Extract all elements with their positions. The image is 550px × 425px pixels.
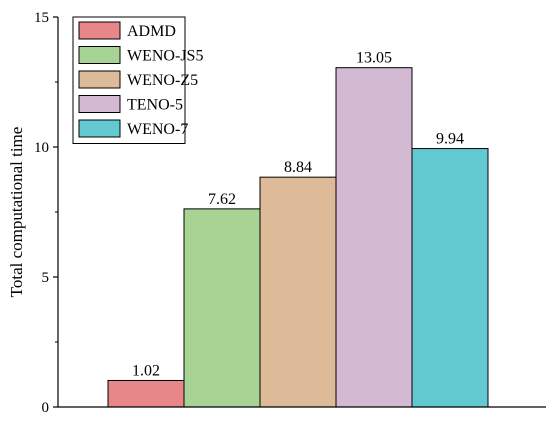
bars-group: [107, 67, 489, 408]
data-label: 1.02: [132, 362, 160, 379]
bar-weno-z5: [259, 176, 337, 408]
y-tick-label: 0: [42, 400, 50, 416]
value-labels-group: 1.02 7.62 8.84 13.05 9.94: [132, 50, 464, 380]
bar-teno-5: [335, 67, 413, 408]
legend-entry: WENO-Z5: [127, 72, 198, 89]
legend: ADMD WENO-JS5 WENO-Z5 TENO-5 WENO-7: [72, 16, 203, 144]
bar-admd: [107, 379, 185, 408]
y-tick-label: 5: [42, 270, 50, 286]
legend-swatch: [78, 70, 121, 89]
bar-weno-7: [411, 148, 489, 408]
legend-swatch: [78, 95, 121, 113]
legend-entry: WENO-7: [127, 121, 188, 138]
legend-entry: ADMD: [127, 23, 176, 40]
data-label: 13.05: [356, 50, 392, 67]
data-label: 9.94: [436, 131, 464, 148]
data-label: 8.84: [284, 159, 312, 176]
axes-group: 0 5 10 15: [34, 10, 546, 416]
bar-weno-js5: [183, 208, 261, 408]
legend-swatch: [78, 119, 121, 138]
legend-entry: TENO-5: [127, 97, 183, 114]
y-tick-label: 10: [34, 140, 49, 156]
y-axis-title: Total computational time: [7, 127, 26, 298]
y-tick-label: 15: [34, 10, 49, 26]
legend-entry: WENO-JS5: [127, 48, 203, 65]
legend-swatch: [78, 21, 121, 40]
data-label: 7.62: [208, 191, 236, 208]
legend-swatch: [78, 46, 121, 64]
